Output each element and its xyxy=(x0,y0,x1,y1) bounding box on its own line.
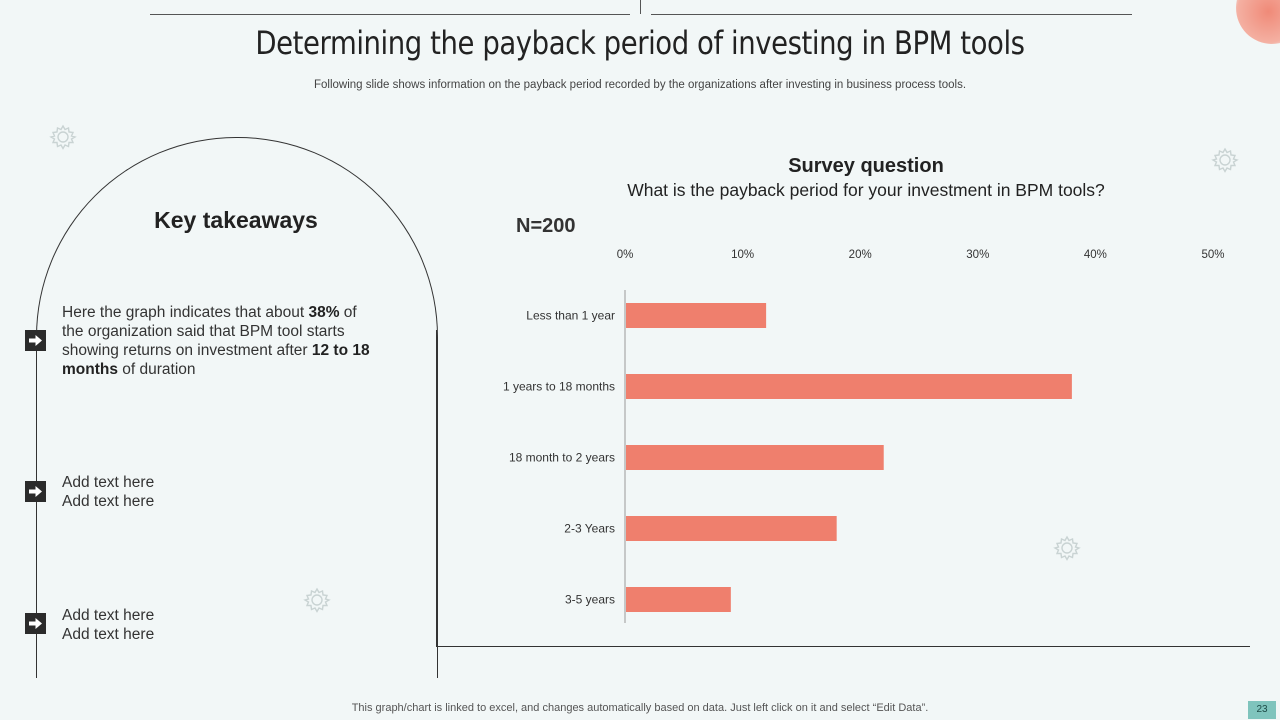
bar[interactable] xyxy=(626,445,884,470)
takeaways-arch-frame xyxy=(36,137,438,678)
x-tick-label: 40% xyxy=(1084,249,1107,261)
takeaways-heading: Key takeaways xyxy=(154,207,318,233)
category-label: Less than 1 year xyxy=(526,309,615,323)
bar[interactable] xyxy=(626,587,731,612)
takeaway-bullet xyxy=(25,330,46,351)
x-tick-label: 30% xyxy=(966,249,989,261)
bar[interactable] xyxy=(626,303,767,328)
takeaway-text-3: Add text here Add text here xyxy=(62,606,372,644)
chart-frame-left xyxy=(436,330,437,647)
x-tick-label: 0% xyxy=(617,249,634,261)
survey-heading: Survey question xyxy=(788,155,944,177)
placeholder-text: Add text here xyxy=(62,626,155,643)
bar[interactable] xyxy=(626,374,1072,399)
takeaway-text-part: of the organization said that BPM tool s… xyxy=(62,304,357,359)
slide-title: Determining the payback period of invest… xyxy=(255,24,1025,62)
page-number: 23 xyxy=(1248,701,1276,719)
placeholder-text: Add text here xyxy=(62,607,155,624)
takeaway-text-part: of duration xyxy=(117,361,196,378)
arrow-right-icon xyxy=(29,618,42,629)
bar[interactable] xyxy=(626,516,837,541)
category-label: 18 month to 2 years xyxy=(509,451,615,465)
takeaway-highlight-percent: 38% xyxy=(308,304,340,321)
slide-subtitle: Following slide shows information on the… xyxy=(313,79,967,91)
x-tick-label: 10% xyxy=(731,249,754,261)
category-label: 3-5 years xyxy=(565,593,615,607)
gear-icon xyxy=(1053,535,1081,561)
takeaway-bullet xyxy=(25,481,46,502)
top-rule-tick xyxy=(640,0,641,14)
corner-decoration xyxy=(1236,0,1280,44)
survey-question: What is the payback period for your inve… xyxy=(627,180,1105,200)
category-label: 2-3 Years xyxy=(564,522,615,536)
sample-size-label: N=200 xyxy=(516,215,576,237)
gear-icon xyxy=(49,124,77,150)
arrow-right-icon xyxy=(29,335,42,346)
takeaway-text-2: Add text here Add text here xyxy=(62,473,372,511)
takeaway-highlight-duration: 12 to 18 months xyxy=(62,342,370,378)
placeholder-text: Add text here xyxy=(62,493,155,510)
top-rule-right xyxy=(651,14,1132,15)
payback-bar-chart[interactable]: 0% 10% 20% 30% 40% 50% Less than 1 year 1 years… xyxy=(470,240,1260,640)
gear-icon xyxy=(1211,147,1239,173)
category-label: 1 years to 18 months xyxy=(503,380,615,394)
takeaway-text-1: Here the graph indicates that about 38% … xyxy=(62,303,372,379)
x-tick-label: 50% xyxy=(1201,249,1224,261)
footer-note: This graph/chart is linked to excel, and… xyxy=(351,702,929,714)
arrow-right-icon xyxy=(29,486,42,497)
chart-frame-bottom xyxy=(436,646,1250,647)
placeholder-text: Add text here xyxy=(62,474,155,491)
top-rule-left xyxy=(150,14,630,15)
x-tick-label: 20% xyxy=(849,249,872,261)
takeaway-text-part: Here the graph indicates that about xyxy=(62,304,309,321)
takeaway-bullet xyxy=(25,613,46,634)
